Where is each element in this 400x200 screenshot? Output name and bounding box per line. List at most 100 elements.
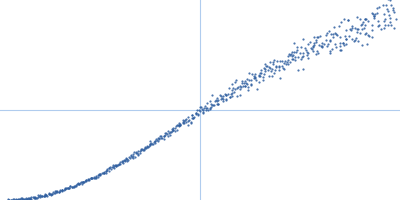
Point bbox=[304, 52, 311, 55]
Point bbox=[334, 33, 340, 36]
Point bbox=[154, 139, 161, 142]
Point bbox=[343, 42, 349, 46]
Point bbox=[83, 178, 89, 181]
Point bbox=[298, 57, 304, 60]
Point bbox=[260, 75, 266, 79]
Point bbox=[390, 8, 396, 12]
Point bbox=[300, 51, 307, 54]
Point bbox=[88, 177, 94, 180]
Point bbox=[36, 195, 43, 198]
Point bbox=[26, 198, 32, 200]
Point bbox=[359, 43, 366, 46]
Point bbox=[54, 190, 60, 193]
Point bbox=[93, 175, 100, 178]
Point bbox=[172, 127, 178, 130]
Point bbox=[113, 165, 120, 168]
Point bbox=[108, 167, 114, 170]
Point bbox=[229, 92, 235, 95]
Point bbox=[354, 30, 360, 33]
Point bbox=[122, 159, 128, 163]
Point bbox=[150, 141, 157, 144]
Point bbox=[278, 59, 285, 62]
Point bbox=[188, 116, 195, 120]
Point bbox=[241, 85, 248, 88]
Point bbox=[204, 106, 210, 109]
Point bbox=[308, 46, 314, 49]
Point bbox=[103, 169, 110, 172]
Point bbox=[124, 157, 130, 160]
Point bbox=[290, 42, 297, 45]
Point bbox=[242, 81, 249, 84]
Point bbox=[287, 61, 294, 64]
Point bbox=[326, 49, 333, 52]
Point bbox=[160, 135, 167, 138]
Point bbox=[106, 169, 112, 172]
Point bbox=[168, 128, 175, 131]
Point bbox=[201, 107, 207, 110]
Point bbox=[53, 190, 59, 193]
Point bbox=[155, 136, 162, 139]
Point bbox=[162, 133, 168, 136]
Point bbox=[348, 25, 355, 28]
Point bbox=[106, 167, 113, 170]
Point bbox=[202, 104, 209, 108]
Point bbox=[343, 37, 349, 41]
Point bbox=[312, 40, 319, 43]
Point bbox=[217, 94, 223, 97]
Point bbox=[240, 85, 246, 88]
Point bbox=[189, 113, 196, 117]
Point bbox=[22, 196, 29, 200]
Point bbox=[344, 19, 351, 22]
Point bbox=[6, 198, 12, 200]
Point bbox=[214, 97, 220, 100]
Point bbox=[160, 134, 167, 137]
Point bbox=[186, 118, 192, 122]
Point bbox=[53, 191, 59, 194]
Point bbox=[219, 97, 225, 100]
Point bbox=[252, 76, 258, 79]
Point bbox=[338, 48, 344, 52]
Point bbox=[48, 193, 54, 196]
Point bbox=[193, 112, 199, 116]
Point bbox=[32, 196, 39, 199]
Point bbox=[46, 193, 52, 196]
Point bbox=[110, 164, 117, 167]
Point bbox=[95, 173, 101, 176]
Point bbox=[257, 74, 263, 77]
Point bbox=[332, 32, 338, 35]
Point bbox=[55, 190, 62, 193]
Point bbox=[254, 88, 260, 91]
Point bbox=[80, 180, 86, 184]
Point bbox=[113, 164, 120, 168]
Point bbox=[24, 197, 30, 200]
Point bbox=[130, 156, 137, 159]
Point bbox=[204, 102, 210, 105]
Point bbox=[46, 192, 52, 195]
Point bbox=[200, 110, 207, 114]
Point bbox=[125, 158, 132, 161]
Point bbox=[62, 187, 68, 190]
Point bbox=[292, 55, 298, 58]
Point bbox=[134, 153, 141, 156]
Point bbox=[358, 24, 364, 27]
Point bbox=[97, 173, 104, 176]
Point bbox=[59, 189, 65, 192]
Point bbox=[237, 94, 243, 97]
Point bbox=[152, 139, 158, 143]
Point bbox=[182, 118, 188, 122]
Point bbox=[8, 198, 14, 200]
Point bbox=[207, 106, 213, 109]
Point bbox=[272, 68, 278, 72]
Point bbox=[133, 150, 139, 154]
Point bbox=[246, 79, 252, 82]
Point bbox=[109, 165, 116, 169]
Point bbox=[80, 181, 86, 184]
Point bbox=[177, 123, 184, 127]
Point bbox=[73, 183, 79, 187]
Point bbox=[173, 125, 180, 128]
Point bbox=[374, 6, 380, 9]
Point bbox=[10, 199, 16, 200]
Point bbox=[265, 69, 271, 72]
Point bbox=[209, 104, 215, 107]
Point bbox=[149, 142, 156, 145]
